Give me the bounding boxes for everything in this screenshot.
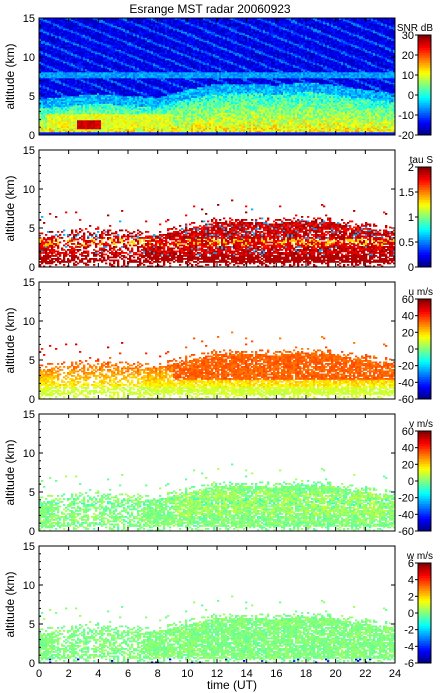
heatmap-1 bbox=[39, 18, 395, 135]
figure-title: Esrange MST radar 20060923 bbox=[129, 2, 291, 16]
